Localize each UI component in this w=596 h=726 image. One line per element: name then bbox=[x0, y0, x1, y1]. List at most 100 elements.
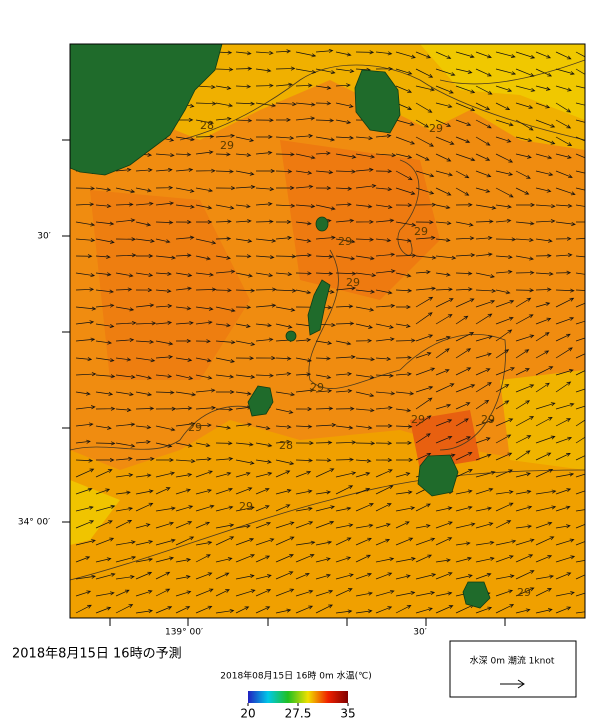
current-arrow bbox=[195, 320, 213, 325]
arrow-head bbox=[517, 679, 525, 689]
current-arrow bbox=[575, 560, 585, 563]
current-arrow bbox=[335, 537, 352, 546]
current-arrow bbox=[555, 555, 576, 563]
legend-arrow bbox=[500, 679, 525, 689]
current-arrow bbox=[275, 306, 296, 312]
current-arrow bbox=[275, 424, 292, 429]
current-arrow bbox=[295, 554, 315, 563]
current-arrow bbox=[575, 102, 585, 106]
current-arrow bbox=[415, 607, 433, 614]
current-arrow bbox=[395, 221, 417, 227]
current-arrow bbox=[255, 606, 271, 614]
current-arrow bbox=[115, 604, 134, 614]
current-arrow bbox=[235, 487, 253, 495]
lat-label: 34° 00′ bbox=[18, 518, 50, 528]
current-arrow bbox=[475, 252, 493, 257]
current-arrow bbox=[515, 153, 532, 159]
current-arrow bbox=[555, 170, 573, 179]
current-arrow bbox=[115, 287, 133, 292]
current-arrow bbox=[335, 340, 352, 346]
current-arrow bbox=[535, 219, 556, 224]
current-arrow bbox=[335, 471, 357, 478]
current-arrow bbox=[95, 272, 112, 277]
contour-label: 28 bbox=[279, 439, 293, 452]
current-arrow bbox=[155, 506, 176, 512]
current-arrow bbox=[475, 102, 491, 110]
current-arrow bbox=[535, 574, 554, 580]
current-arrow bbox=[175, 406, 193, 411]
current-arrow bbox=[575, 68, 585, 75]
current-arrow bbox=[315, 458, 332, 463]
current-arrow bbox=[135, 523, 151, 529]
current-arrow bbox=[375, 303, 396, 308]
current-arrow bbox=[115, 456, 133, 461]
current-arrow bbox=[515, 221, 535, 226]
warm-zone bbox=[90, 190, 250, 380]
current-arrow bbox=[575, 370, 585, 376]
current-arrow bbox=[335, 506, 352, 512]
current-arrow bbox=[435, 204, 451, 210]
current-arrow bbox=[255, 459, 272, 464]
current-arrow bbox=[175, 167, 194, 172]
current-arrow bbox=[195, 374, 213, 380]
current-arrow bbox=[555, 297, 575, 308]
current-arrow bbox=[75, 337, 96, 342]
current-arrow bbox=[475, 153, 491, 161]
current-arrow bbox=[135, 339, 155, 344]
current-arrow bbox=[575, 388, 585, 393]
current-arrow bbox=[255, 287, 277, 292]
current-arrow bbox=[375, 572, 393, 580]
current-arrow bbox=[435, 419, 453, 427]
current-arrow bbox=[75, 372, 97, 377]
current-arrow bbox=[95, 238, 115, 244]
current-arrow bbox=[215, 236, 232, 241]
current-arrow bbox=[355, 255, 375, 261]
current-arrow bbox=[495, 153, 514, 163]
current-arrow bbox=[455, 170, 470, 179]
current-arrow bbox=[255, 83, 274, 88]
island bbox=[247, 385, 274, 417]
current-arrow bbox=[555, 488, 572, 495]
current-arrow bbox=[155, 521, 175, 529]
current-arrow bbox=[355, 537, 372, 546]
current-arrow bbox=[555, 119, 572, 129]
current-arrow bbox=[495, 589, 514, 597]
current-arrow bbox=[335, 388, 353, 394]
current-arrow bbox=[475, 204, 497, 210]
current-arrow bbox=[395, 238, 412, 243]
current-arrow bbox=[555, 153, 572, 159]
island bbox=[354, 69, 401, 134]
contour-label: 29 bbox=[338, 235, 352, 248]
current-arrow bbox=[475, 368, 491, 376]
contour bbox=[439, 59, 585, 85]
current-arrow bbox=[495, 418, 514, 427]
current-arrow bbox=[235, 589, 256, 597]
current-arrow bbox=[295, 372, 312, 377]
current-arrow bbox=[315, 356, 331, 361]
current-arrow bbox=[475, 299, 496, 308]
current-arrow bbox=[195, 272, 214, 277]
current-arrow bbox=[75, 287, 95, 292]
current-arrow bbox=[255, 471, 273, 478]
current-arrow bbox=[555, 136, 573, 147]
current-arrow bbox=[435, 591, 453, 597]
current-arrow bbox=[515, 400, 530, 410]
current-arrow bbox=[175, 575, 191, 580]
current-arrow bbox=[395, 187, 416, 195]
current-arrow bbox=[395, 424, 413, 429]
contour-label: 29 bbox=[346, 276, 360, 289]
current-arrow bbox=[335, 169, 357, 174]
current-arrow bbox=[235, 101, 256, 106]
current-arrow bbox=[475, 437, 491, 444]
current-arrow bbox=[255, 574, 272, 580]
current-arrow bbox=[415, 68, 434, 78]
contour bbox=[70, 469, 585, 581]
current-arrow bbox=[415, 385, 434, 393]
current-arrow bbox=[315, 374, 332, 380]
current-arrow bbox=[495, 329, 513, 342]
current-arrow bbox=[115, 574, 135, 580]
current-arrow bbox=[335, 271, 357, 276]
current-arrow bbox=[435, 221, 452, 226]
current-arrow bbox=[315, 254, 334, 259]
current-arrow bbox=[355, 289, 376, 294]
